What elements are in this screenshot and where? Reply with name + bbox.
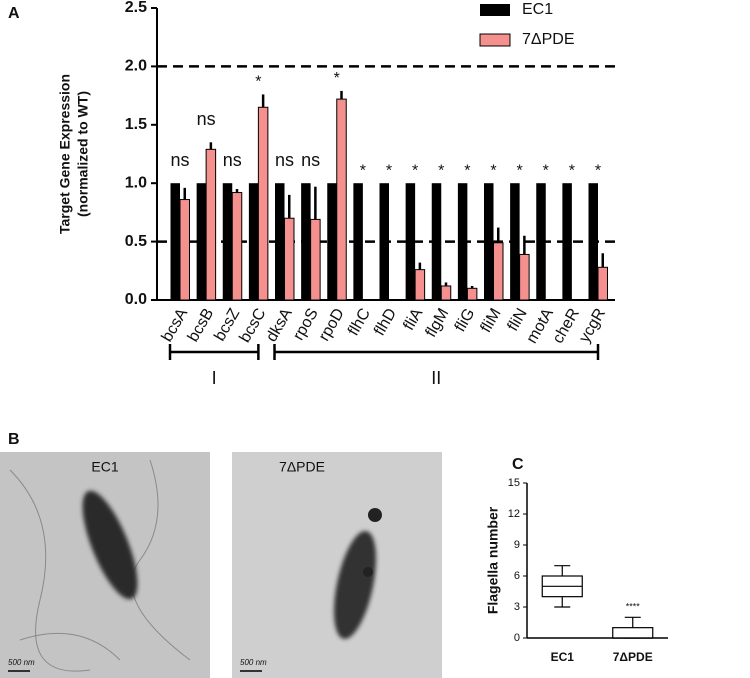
bar (519, 253, 530, 301)
x-tick-label: flgM (423, 306, 453, 341)
annotation: ns (170, 150, 189, 170)
bar (597, 266, 608, 301)
y-tick-label: 15 (508, 477, 520, 489)
bar (222, 183, 233, 300)
annotation: * (255, 74, 261, 91)
bar (170, 183, 180, 300)
annotation: ns (275, 150, 294, 170)
y-tick-label: 1.5 (125, 116, 147, 133)
bar (562, 183, 572, 300)
bar (248, 183, 259, 300)
bar (231, 192, 243, 301)
panel-label: C (512, 456, 524, 473)
bar (196, 183, 207, 300)
bar (353, 183, 363, 300)
bar (301, 183, 311, 300)
x-tick-label: bcsA (159, 305, 192, 345)
bar (414, 269, 426, 301)
bar (379, 183, 389, 300)
y-tick-label: 2.0 (125, 58, 147, 75)
bar (310, 218, 321, 301)
image-label: EC1 (91, 459, 118, 475)
y-tick-label: 9 (514, 539, 520, 551)
annotation: ns (223, 150, 242, 170)
legend-swatch (479, 33, 511, 47)
y-tick-label: 6 (514, 570, 520, 582)
bar (440, 285, 452, 301)
y-axis-label: (normalized to WT) (75, 91, 91, 217)
y-axis-label: Target Gene Expression (57, 74, 73, 234)
scale-label: 500 nm (8, 658, 35, 667)
y-axis-label: Flagella number (485, 506, 501, 614)
annotation: * (517, 162, 523, 179)
x-tick-label: fliG (452, 306, 479, 335)
x-tick-label: ycgR (576, 306, 609, 346)
bar (431, 183, 442, 300)
bar (484, 183, 494, 300)
annotation: * (464, 162, 470, 179)
y-tick-label: 12 (508, 508, 520, 520)
bar (205, 148, 217, 301)
image-label: 7ΔPDE (279, 459, 325, 475)
annotation: * (334, 70, 340, 87)
x-tick-label: fliM (477, 306, 504, 336)
group-label: I (212, 368, 217, 388)
bar (327, 183, 337, 300)
legend-label: EC1 (522, 1, 553, 18)
x-tick-label: bcsB (185, 306, 218, 345)
bar (536, 183, 546, 300)
micrograph: 500 nm 7ΔPDE (232, 452, 442, 678)
y-tick-label: 0.5 (125, 233, 147, 250)
y-tick-label: 1.0 (125, 174, 147, 191)
x-tick-label: fliA (400, 305, 426, 333)
annotation: * (412, 162, 418, 179)
x-tick-label: rpoS (290, 306, 322, 344)
bar (466, 287, 478, 301)
bar (405, 183, 416, 300)
annotation: * (438, 162, 444, 179)
annotation: * (386, 162, 392, 179)
annotation: **** (626, 602, 641, 612)
annotation: * (543, 162, 549, 179)
y-tick-label: 0.0 (125, 291, 147, 308)
micrograph: 500 nm EC1 (0, 452, 210, 678)
group-label: II (431, 368, 441, 388)
scale-label: 500 nm (240, 658, 267, 667)
legend-label: 7ΔPDE (522, 31, 574, 48)
x-tick-label: rpoD (316, 306, 348, 345)
x-tick-label: fliN (504, 306, 530, 335)
bar (588, 183, 598, 300)
annotation: * (490, 162, 496, 179)
bar (457, 183, 468, 300)
y-tick-label: 0 (514, 632, 520, 644)
x-tick-label: EC1 (551, 650, 575, 664)
box (612, 627, 654, 639)
bar (257, 106, 269, 301)
bar (493, 242, 504, 301)
x-tick-label: bcsC (237, 306, 270, 346)
x-tick-label: flhC (345, 306, 374, 339)
annotation: ns (301, 150, 320, 170)
bar (275, 183, 285, 300)
annotation: * (595, 162, 601, 179)
y-tick-label: 3 (514, 601, 520, 613)
bar (179, 199, 190, 301)
annotation: ns (197, 109, 216, 129)
annotation: * (569, 162, 575, 179)
x-tick-label: flhD (371, 306, 400, 339)
y-tick-label: 2.5 (125, 0, 147, 16)
x-tick-label: dksA (263, 305, 296, 345)
annotation: * (360, 162, 366, 179)
x-tick-label: cheR (550, 306, 583, 347)
bar (336, 98, 347, 301)
legend-swatch (480, 4, 510, 16)
panel-label: A (8, 5, 20, 22)
x-tick-label: 7ΔPDE (613, 650, 653, 664)
bar (510, 183, 520, 300)
bar (284, 217, 295, 301)
panel-label: B (8, 431, 20, 448)
